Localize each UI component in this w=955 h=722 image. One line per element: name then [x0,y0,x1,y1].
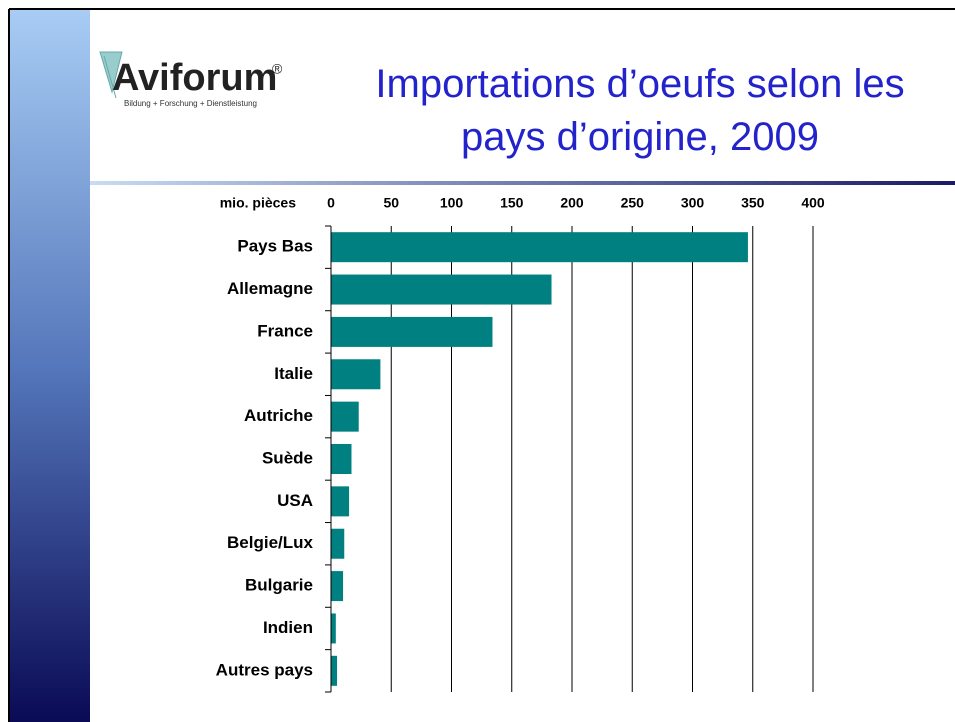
x-tick-label: 100 [440,195,464,211]
y-tick-label: USA [277,491,313,510]
x-tick-label: 200 [560,195,584,211]
bar [331,359,381,390]
bar [331,232,748,263]
y-tick-label: Autriche [244,406,313,425]
logo-tagline: Bildung + Forschung + Dienstleistung [124,99,257,108]
bar [331,444,352,474]
logo-icon [99,51,123,99]
bar [331,316,493,347]
x-tick-label: 50 [383,195,399,211]
x-tick-label: 0 [327,195,335,211]
x-tick-label: 250 [621,195,645,211]
y-tick-label: Bulgarie [245,576,313,595]
x-tick-label: 150 [500,195,524,211]
bar [331,571,344,602]
y-tick-label: Belgie/Lux [227,533,314,552]
y-tick-label: Pays Bas [237,237,313,256]
slide-title: Importations d’oeufs selon les pays d’or… [375,62,905,159]
y-tick-label: Suède [262,448,313,467]
bar [331,528,345,559]
logo-name: Aviforum [112,57,277,99]
x-tick-label: 350 [741,195,765,211]
y-tick-label: Italie [274,364,313,383]
y-tick-label: Autres pays [216,660,313,679]
bar [331,486,350,517]
bar [331,274,552,305]
axis-label: mio. pièces [220,195,296,211]
logo-mark: ® [272,61,283,77]
y-tick-label: Indien [263,618,313,637]
bar [331,401,359,432]
bar [331,655,338,686]
y-tick-label: Allemagne [227,279,313,298]
title-rule [90,181,955,185]
x-tick-label: 400 [801,195,825,211]
side-band [10,10,90,722]
x-tick-label: 300 [681,195,705,211]
y-tick-label: France [257,321,313,340]
bar [331,613,336,644]
